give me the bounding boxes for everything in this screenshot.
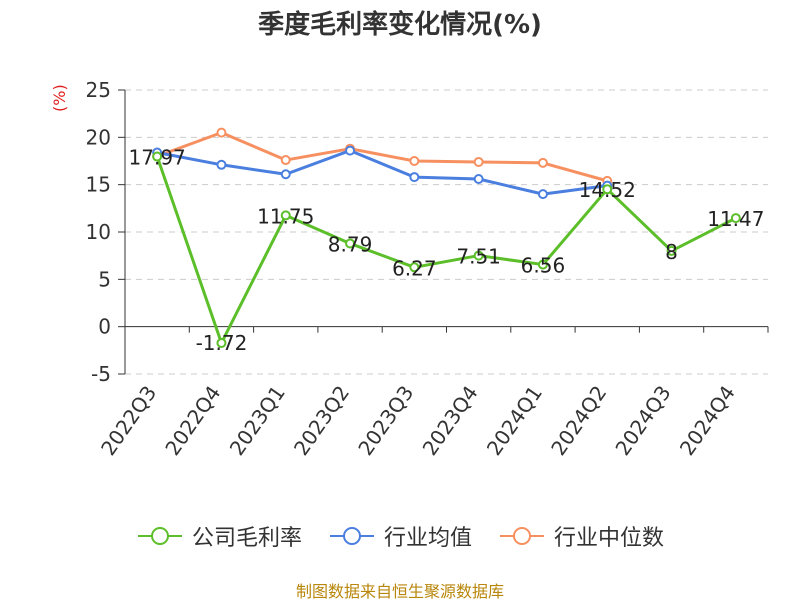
data-label: 11.75 xyxy=(257,204,314,228)
y-tick-label: -5 xyxy=(91,362,111,386)
y-tick-label: 5 xyxy=(98,267,111,291)
y-tick-label: 10 xyxy=(86,220,111,244)
series-line-company xyxy=(155,156,737,345)
data-source-note: 制图数据来自恒生聚源数据库 xyxy=(295,582,504,601)
legend-item-industry-avg[interactable]: 行业均值 xyxy=(328,520,472,552)
data-point-company xyxy=(345,238,356,249)
data-label: -1.72 xyxy=(196,331,248,355)
data-point-company xyxy=(602,184,613,195)
data-point-industry-avg xyxy=(409,172,420,183)
x-tick-label: 2022Q3 xyxy=(96,381,161,460)
x-tick-label: 2023Q3 xyxy=(353,381,418,460)
data-point-company xyxy=(152,151,163,162)
series-line-industry-avg xyxy=(156,149,608,196)
data-point-company xyxy=(473,250,484,261)
data-point-industry-avg xyxy=(473,173,484,184)
data-point-industry-avg xyxy=(280,169,291,180)
data-point-industry-median xyxy=(409,156,420,166)
data-label: 11.47 xyxy=(707,207,764,231)
y-tick-label: 25 xyxy=(86,78,111,102)
legend-label-industry-avg: 行业均值 xyxy=(383,526,472,551)
legend-item-company[interactable]: 公司毛利率 xyxy=(136,520,302,552)
data-point-industry-median xyxy=(537,157,548,168)
data-label: 14.52 xyxy=(579,178,636,202)
chart-title: 季度毛利率变化情况(%) xyxy=(258,10,542,40)
data-label: 6.56 xyxy=(521,254,566,278)
data-point-company xyxy=(666,245,677,256)
data-point-industry-avg xyxy=(537,189,548,200)
data-point-industry-avg xyxy=(345,145,356,156)
data-point-industry-median xyxy=(216,127,227,138)
legend: 公司毛利率 行业均值 行业中位数 xyxy=(0,520,800,552)
data-point-industry-median xyxy=(473,156,484,167)
legend-item-industry-median[interactable]: 行业中位数 xyxy=(498,520,664,552)
data-label: 17.97 xyxy=(129,146,186,170)
legend-marker-company xyxy=(137,527,182,545)
legend-marker-industry-avg xyxy=(329,527,374,545)
x-tick-label: 2024Q2 xyxy=(546,381,611,460)
y-tick-label: 20 xyxy=(86,125,111,149)
data-point-company xyxy=(280,210,291,221)
x-tick-label: 2023Q2 xyxy=(289,381,354,460)
data-point-company xyxy=(537,259,548,270)
data-label: 7.51 xyxy=(456,245,501,269)
x-tick-label: 2022Q4 xyxy=(160,381,225,460)
x-tick-label: 2024Q3 xyxy=(610,381,675,460)
x-tick-label: 2024Q4 xyxy=(675,381,740,460)
data-point-industry-avg xyxy=(216,159,227,170)
data-point-company xyxy=(216,337,227,348)
x-tick-label: 2024Q1 xyxy=(482,381,547,460)
x-tick-label: 2023Q4 xyxy=(418,381,483,460)
data-point-company xyxy=(730,213,741,224)
legend-marker-industry-median xyxy=(500,527,544,545)
y-tick-label: 15 xyxy=(86,173,111,197)
data-label: 6.27 xyxy=(392,256,437,280)
y-tick-label: 0 xyxy=(98,315,111,339)
data-label: 8 xyxy=(665,240,678,264)
data-label: 8.79 xyxy=(328,232,373,256)
legend-label-company: 公司毛利率 xyxy=(191,526,302,551)
legend-label-industry-median: 行业中位数 xyxy=(554,526,665,551)
x-tick-label: 2023Q1 xyxy=(225,381,290,460)
data-point-company xyxy=(409,262,420,273)
series-line-industry-median xyxy=(156,131,608,183)
data-point-industry-median xyxy=(280,155,291,166)
